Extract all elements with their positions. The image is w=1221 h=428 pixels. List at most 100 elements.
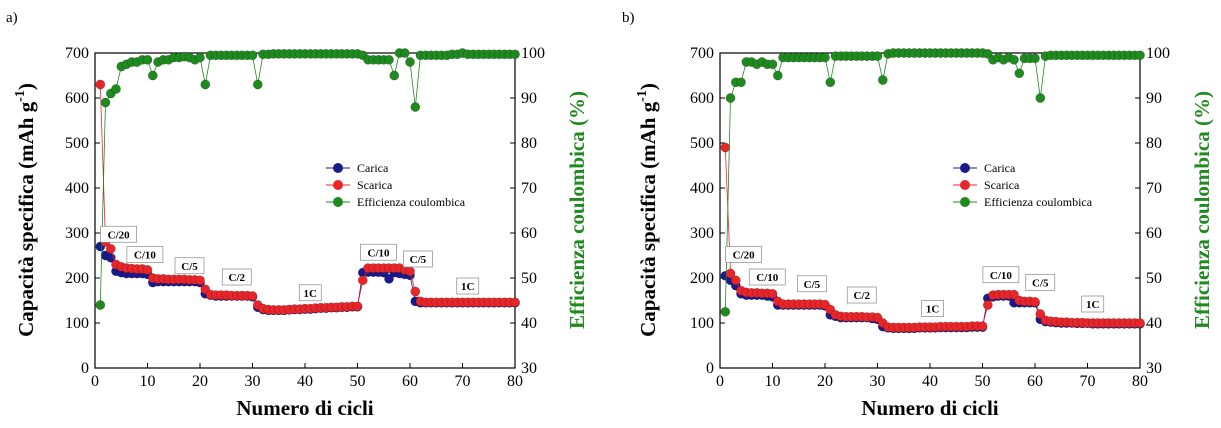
- panel-a-point-efficienza: [195, 52, 205, 63]
- panel-a-x-tick-label: 30: [245, 373, 261, 390]
- panel-a-point-efficienza: [142, 54, 153, 65]
- panel-a-point-efficienza: [399, 48, 410, 58]
- panel-a-rate-label-box: [174, 257, 205, 275]
- panel-b-point-efficienza: [872, 51, 883, 61]
- panel-b-label: b): [622, 10, 635, 26]
- panel-a-point-efficienza: [147, 70, 158, 81]
- panel-a-rate-label-box: [100, 225, 137, 243]
- panel-a-point-scarica: [105, 243, 116, 254]
- panel-b-legend-efficienza: Efficienza coulombica: [984, 195, 1093, 209]
- panel-a-legend-scarica: Scarica: [357, 178, 393, 192]
- panel-b-rate-label-box: [1025, 274, 1056, 291]
- panel-b-point-scarica: [720, 142, 731, 153]
- panel-b-point-scarica: [767, 288, 778, 299]
- panel-a-x-tick-label: 50: [350, 373, 366, 390]
- panel-b-x-tick-label: 70: [1080, 373, 1096, 390]
- panel-b-rate-label-box: [921, 300, 944, 317]
- panel-b-point-efficienza: [725, 93, 736, 103]
- panel-a-y-tick-label: 400: [65, 180, 89, 197]
- panel-a-point-efficienza: [389, 70, 400, 81]
- panel-b-point-efficienza: [1009, 54, 1019, 65]
- panel-a-point-efficienza: [100, 97, 111, 108]
- panel-a-point-efficienza: [95, 300, 106, 310]
- panel-a-rate-label: C/20: [108, 229, 131, 241]
- panel-a-rate-label-box: [456, 277, 480, 295]
- panel-b-right-y-tick-label: 30: [1146, 360, 1162, 377]
- panel-b-point-scarica: [1009, 289, 1019, 300]
- panel-a-point-scarica: [510, 297, 520, 308]
- panel-a-point-scarica: [352, 301, 363, 312]
- panel-b-y-tick-label: 500: [690, 135, 714, 152]
- panel-a-x-tick-label: 70: [455, 373, 471, 390]
- panel-a-rate-label-box: [360, 243, 397, 261]
- panel-a-point-scarica: [247, 291, 258, 301]
- panel-b-rate-label: C/2: [854, 290, 871, 302]
- panel-a-point-efficienza: [405, 57, 415, 67]
- panel-a-right-y-tick-label: 30: [521, 360, 537, 377]
- panel-b-rate-label-box: [748, 268, 786, 286]
- panel-a-y-tick-label: 100: [65, 315, 89, 332]
- panel-b-rate-label: C/20: [733, 250, 756, 262]
- panel-a-point-scarica: [357, 275, 368, 286]
- panel-a-y-tick-label: 0: [81, 360, 89, 377]
- panel-b-y-tick-label: 600: [690, 90, 714, 107]
- panel-b-rate-label: C/5: [1032, 277, 1049, 289]
- panel-b-point-efficienza: [1035, 93, 1046, 103]
- panel-a-rate-label-box: [126, 246, 164, 263]
- panel-b-y-axis-label: Capacità specifica (mAh g-1): [635, 83, 660, 337]
- panel-b-point-scarica: [977, 321, 988, 331]
- panel-b-point-efficienza: [982, 49, 993, 59]
- panel-a-point-efficienza: [247, 50, 258, 61]
- panel-a: a) 0 10 20 30 40 50 60 70 80 0 100 200 300 400 500 600 7…: [6, 10, 589, 420]
- panel-a-x-tick-label: 60: [402, 373, 418, 390]
- panel-b-rate-label-box: [846, 286, 877, 304]
- panel-b-x-tick-label: 20: [817, 373, 833, 390]
- panel-b-y-tick-label: 0: [706, 360, 714, 377]
- panel-a-right-y-tick-label: 40: [521, 315, 537, 332]
- panel-b-series-line-efficienza: [724, 52, 1140, 312]
- panel-a-x-axis-label: Numero di cicli: [236, 396, 373, 420]
- panel-a-right-y-tick-label: 90: [521, 90, 537, 107]
- panel-b-point-scarica: [730, 275, 741, 286]
- panel-a-rate-label: 1C: [461, 281, 475, 293]
- panel-b-rate-label-box: [797, 275, 827, 293]
- panel-b-point-efficienza: [772, 70, 783, 81]
- panel-a-point-efficienza: [252, 79, 263, 90]
- panel-b-x-axis-label: Numero di cicli: [861, 396, 998, 420]
- panel-b-y-tick-label: 400: [690, 180, 714, 197]
- panel-a-rate-label-box: [403, 250, 433, 268]
- panel-b-point-efficienza: [820, 52, 830, 63]
- panel-a-legend-carica: Carica: [357, 161, 389, 175]
- panel-a-x-tick-label: 80: [507, 373, 523, 390]
- panel-a-y-tick-label: 200: [65, 270, 89, 287]
- panel-b-x-tick-label: 60: [1027, 373, 1043, 390]
- panel-a-legend: Carica Scarica Efficienza coulombica: [326, 161, 466, 209]
- panel-a-point-scarica: [142, 265, 153, 275]
- panel-b-y-tick-label: 300: [690, 225, 714, 242]
- panel-a-right-y-tick-label: 70: [521, 180, 537, 197]
- panel-a-rate-label: C/5: [410, 254, 427, 266]
- panel-b-x-tick-label: 30: [870, 373, 886, 390]
- panel-b-rate-label-box: [1081, 295, 1105, 313]
- panel-a-y-tick-label: 500: [65, 135, 89, 152]
- panel-b-x-tick-label: 50: [975, 373, 991, 390]
- panel-b-right-y-axis-label: Efficienza coulombica (%): [1190, 91, 1214, 329]
- panel-b-right-y-tick-label: 50: [1146, 270, 1162, 287]
- panel-b: b) 0 10 20 30 40 50 60 70 80 0 100 200 300 400 500 600 7…: [622, 10, 1214, 420]
- panel-b-legend: Carica Scarica Efficienza coulombica: [953, 161, 1093, 209]
- panel-a-legend-marker-carica: [333, 163, 343, 173]
- panel-a-point-efficienza: [410, 102, 421, 112]
- panel-b-right-y-tick-label: 90: [1146, 90, 1162, 107]
- panel-a-rate-label: C/10: [368, 247, 391, 259]
- panel-a-legend-efficienza: Efficienza coulombica: [357, 195, 466, 209]
- panel-a-rate-label: C/10: [134, 250, 157, 262]
- panel-b-legend-carica: Carica: [984, 161, 1016, 175]
- panel-a-point-carica: [384, 274, 394, 284]
- panel-b-y-tick-label: 200: [690, 270, 714, 287]
- panel-b-point-efficienza: [877, 75, 888, 85]
- panel-b-point-efficienza: [1014, 68, 1025, 79]
- panel-a-rate-label-box: [298, 284, 322, 302]
- panel-a-y-axis-label: Capacità specifica (mAh g-1): [13, 83, 38, 337]
- panel-b-point-efficienza: [1135, 50, 1145, 61]
